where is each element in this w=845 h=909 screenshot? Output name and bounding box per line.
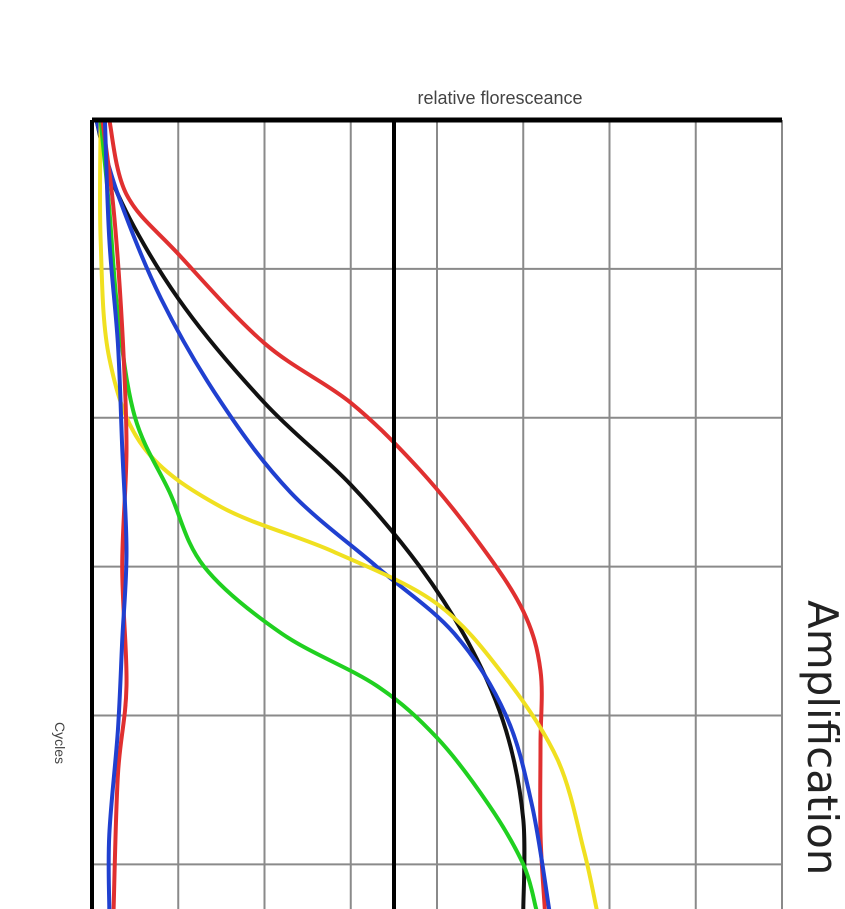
chart-title: Amplification [798,600,845,875]
series-line-1 [107,118,547,909]
x-axis-label: relative floresceance [417,88,582,108]
axes [90,117,782,909]
series-lines [94,118,599,909]
series-line-2 [94,118,527,909]
y-axis-label: Cycles [52,722,68,764]
series-line-5 [98,118,539,909]
series-line-7 [102,118,129,909]
grid [92,120,783,909]
series-line-3 [94,118,552,909]
series-line-4 [97,118,599,909]
